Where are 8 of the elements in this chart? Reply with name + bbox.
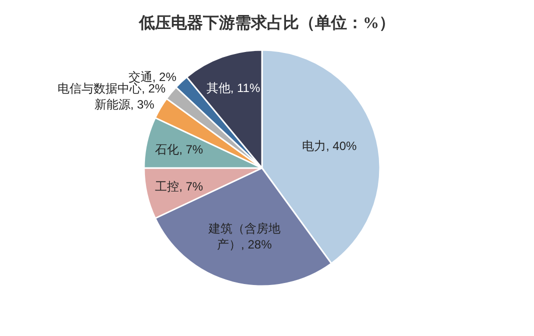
slice-label: 新能源, 3% <box>94 97 155 112</box>
chart-title: 低压电器下游需求占比（单位：%） <box>138 14 395 32</box>
slice-label: 其他, 11% <box>206 81 260 96</box>
slice-label: 石化, 7% <box>155 142 204 156</box>
slice-label: 工控, 7% <box>155 180 204 194</box>
slice-label: 交通, 2% <box>128 70 177 84</box>
slice-label: 电力, 40% <box>302 139 358 154</box>
slice-label: 建筑（含房地产）, 28% <box>207 222 280 252</box>
